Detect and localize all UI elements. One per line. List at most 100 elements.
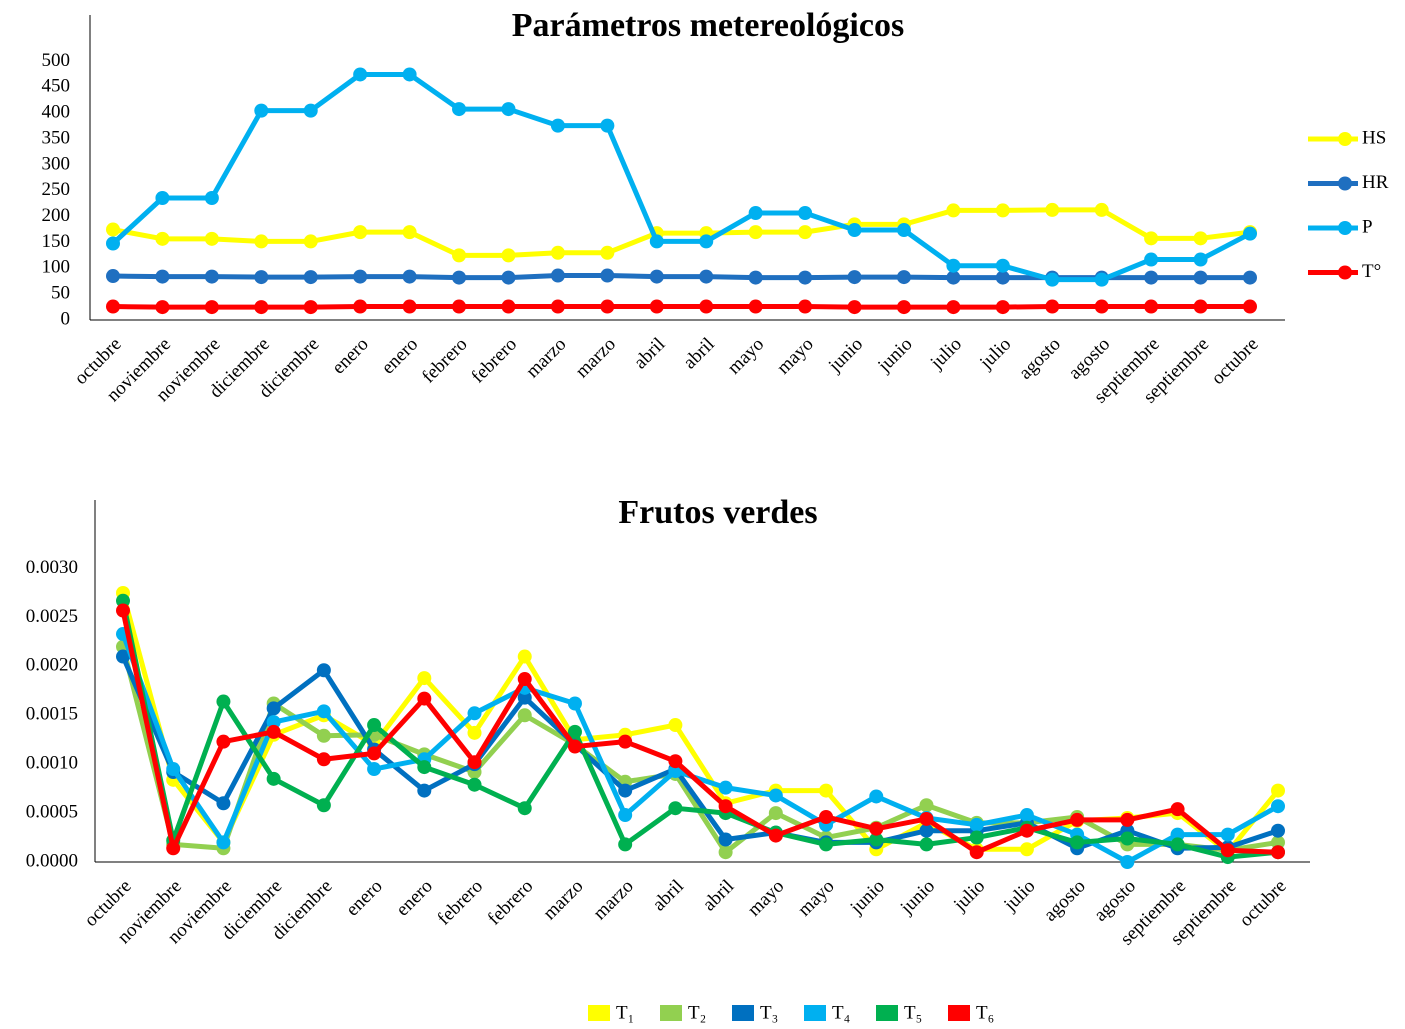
data-point xyxy=(600,245,615,260)
data-point xyxy=(1243,226,1257,241)
x-tick-label: abril xyxy=(649,876,688,915)
y-tick-label: 450 xyxy=(42,76,71,97)
data-point xyxy=(1045,202,1060,217)
x-tick-label: febrero xyxy=(418,334,472,388)
data-point xyxy=(155,191,170,205)
data-point xyxy=(353,269,368,284)
data-point xyxy=(1045,299,1060,314)
data-point xyxy=(618,808,633,823)
y-tick-label: 50 xyxy=(51,283,70,304)
data-point xyxy=(995,270,1010,285)
data-point xyxy=(501,102,516,117)
data-point xyxy=(748,205,763,220)
data-point xyxy=(1193,299,1208,314)
data-point xyxy=(699,269,714,284)
data-point xyxy=(768,806,783,821)
data-point xyxy=(567,696,582,711)
data-point xyxy=(649,234,664,249)
data-point xyxy=(402,299,417,314)
x-tick-label: enero xyxy=(328,334,373,379)
data-point xyxy=(402,67,417,82)
legend-label: HS xyxy=(1362,127,1386,148)
data-point xyxy=(550,268,565,283)
data-point xyxy=(1120,812,1135,827)
x-tick-label: junio xyxy=(896,876,939,919)
y-tick-label: 500 xyxy=(42,50,71,71)
data-point xyxy=(919,837,934,852)
data-point xyxy=(216,835,231,850)
y-tick-label: 250 xyxy=(42,179,71,200)
data-point xyxy=(155,231,170,246)
data-point xyxy=(668,801,683,816)
data-point xyxy=(1243,270,1257,285)
data-point xyxy=(1170,827,1185,842)
data-point xyxy=(618,734,633,749)
data-point xyxy=(155,300,170,315)
x-tick-label: febrero xyxy=(484,876,538,930)
x-tick-label: mayo xyxy=(724,334,769,379)
data-point xyxy=(452,299,467,314)
data-point xyxy=(869,832,884,847)
data-point xyxy=(517,801,532,816)
data-point xyxy=(316,704,331,719)
data-point xyxy=(1070,835,1085,850)
series-line xyxy=(120,655,1279,851)
chart-title: Frutos verdes xyxy=(618,494,817,531)
x-tick-label: abril xyxy=(630,334,669,373)
data-point xyxy=(550,245,565,260)
x-tick-label: marzo xyxy=(589,876,637,924)
data-point xyxy=(452,270,467,285)
x-tick-label: febrero xyxy=(467,334,521,388)
data-point xyxy=(1094,299,1109,314)
y-tick-label: 0.0005 xyxy=(26,801,78,822)
legend-marker xyxy=(1338,265,1352,280)
series-line xyxy=(112,207,1251,258)
data-point xyxy=(618,783,633,798)
data-point xyxy=(798,205,813,220)
data-point xyxy=(266,771,281,786)
data-point xyxy=(417,783,432,798)
legend-label: T₅ xyxy=(904,1002,922,1023)
data-point xyxy=(798,299,813,314)
data-point xyxy=(1193,270,1208,285)
y-tick-label: 400 xyxy=(42,102,71,123)
data-point xyxy=(946,270,961,285)
data-point xyxy=(1144,231,1159,246)
y-tick-label: 0.0010 xyxy=(26,753,78,774)
data-point xyxy=(1120,831,1135,846)
y-tick-label: 100 xyxy=(42,257,71,278)
data-point xyxy=(106,299,120,314)
data-point xyxy=(699,299,714,314)
x-tick-label: mayo xyxy=(773,334,818,379)
x-tick-label: enero xyxy=(342,876,387,921)
data-point xyxy=(204,231,219,246)
data-point xyxy=(1019,808,1034,823)
series-line xyxy=(111,71,1252,283)
data-point xyxy=(718,780,733,795)
series-line xyxy=(120,600,1279,860)
y-tick-label: 0.0025 xyxy=(26,606,78,627)
legend-marker xyxy=(1338,176,1352,191)
data-point xyxy=(155,269,170,284)
legend-swatch xyxy=(732,1005,754,1021)
x-tick-label: junio xyxy=(873,334,916,377)
data-point xyxy=(1144,252,1159,267)
data-point xyxy=(600,118,615,133)
data-point xyxy=(204,300,219,315)
legend-swatch xyxy=(588,1005,610,1021)
data-point xyxy=(367,762,382,777)
data-point xyxy=(969,830,984,845)
y-tick-label: 0.0000 xyxy=(26,850,78,871)
data-point xyxy=(1144,299,1159,314)
data-point xyxy=(1094,272,1109,287)
data-point xyxy=(649,269,664,284)
chart-title: Parámetros metereológicos xyxy=(512,7,904,44)
data-point xyxy=(919,811,934,826)
data-point xyxy=(819,809,834,824)
data-point xyxy=(896,300,911,315)
data-point xyxy=(1019,823,1034,838)
data-point xyxy=(316,752,331,767)
data-point xyxy=(1271,783,1285,798)
x-tick-label: julio xyxy=(975,334,1015,374)
